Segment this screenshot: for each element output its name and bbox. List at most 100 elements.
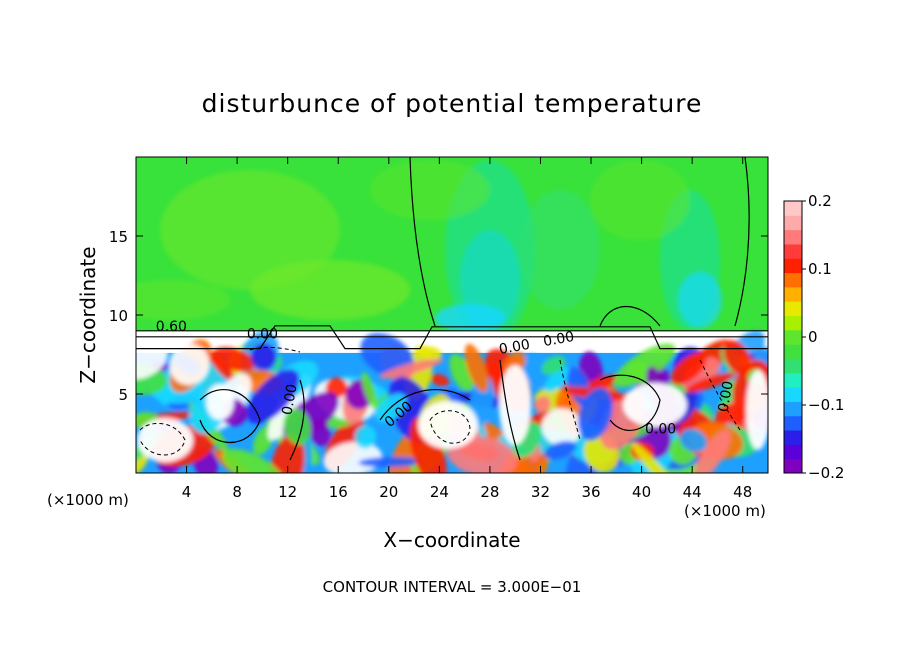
y-tick-label: 10 xyxy=(109,307,128,325)
field-blob xyxy=(541,408,583,446)
field-blob xyxy=(682,357,720,393)
x-tick-label: 12 xyxy=(278,483,297,501)
colorbar-swatch xyxy=(784,201,802,216)
contour-label: 0.00 xyxy=(645,422,676,438)
colorbar-swatch xyxy=(784,229,802,245)
field-blob xyxy=(520,190,600,310)
colorbar-tick-label: −0.1 xyxy=(808,396,844,414)
field-blob xyxy=(354,425,377,449)
contour-line xyxy=(699,359,741,431)
field-blob xyxy=(379,358,444,379)
x-tick-label: 20 xyxy=(379,483,398,501)
colorbar-swatch xyxy=(784,286,802,302)
colorbar-swatch xyxy=(784,401,802,417)
field-blob xyxy=(136,449,149,473)
contour-line xyxy=(136,325,768,350)
contour-line xyxy=(379,389,471,421)
contour-line xyxy=(599,374,661,431)
colorbar-swatch xyxy=(784,372,802,388)
field-blob xyxy=(250,343,277,370)
contour-label: 0.60 xyxy=(156,319,187,335)
colorbar-tick-label: 0.1 xyxy=(808,260,832,278)
field-blob xyxy=(430,373,450,387)
x-tick-label: 4 xyxy=(182,483,192,501)
field-blob xyxy=(499,365,531,445)
upper-blobs xyxy=(136,160,722,340)
field-blob xyxy=(207,351,236,383)
field-blob xyxy=(418,401,478,449)
contour-line xyxy=(409,157,436,327)
field-blob xyxy=(418,346,442,360)
field-blob xyxy=(358,456,423,468)
field-blob xyxy=(136,280,230,320)
field-blob xyxy=(685,372,736,393)
field-blob xyxy=(670,352,707,386)
contour-label: 0.00 xyxy=(498,337,531,358)
contour-label: 0.00 xyxy=(279,383,300,416)
field-blob xyxy=(222,448,285,473)
field-blob xyxy=(160,170,340,290)
contour-line xyxy=(289,379,305,461)
contour-label: 0.00 xyxy=(542,329,575,350)
colorbar-swatch xyxy=(784,387,802,402)
colorbar-tick-label: 0 xyxy=(808,328,818,346)
field-blob xyxy=(679,428,708,453)
contour-lines xyxy=(136,157,768,461)
colorbar-swatch xyxy=(784,358,802,374)
colorbar-swatch xyxy=(784,243,802,259)
field-blob xyxy=(590,160,690,240)
contour-label: 0.00 xyxy=(716,380,737,413)
field-blob xyxy=(136,336,168,380)
x-tick-label: 16 xyxy=(329,483,348,501)
field-blob xyxy=(544,367,571,392)
y-axis-label: Z−coordinate xyxy=(76,246,100,383)
x-tick-label: 40 xyxy=(632,483,651,501)
colorbar-swatch xyxy=(784,444,802,460)
field-blob xyxy=(370,160,490,220)
field-blob xyxy=(678,272,722,328)
field-blob xyxy=(631,441,678,473)
x-tick-label: 32 xyxy=(531,483,550,501)
field-blob xyxy=(169,343,210,386)
field-blob xyxy=(435,304,505,332)
contour-line xyxy=(429,410,471,444)
colorbar-swatch xyxy=(784,344,802,359)
x-tick-label: 24 xyxy=(430,483,449,501)
x-tick-label: 48 xyxy=(733,483,752,501)
colorbar-swatch xyxy=(784,272,802,288)
colorbar-swatch xyxy=(784,258,802,274)
field-blob xyxy=(746,370,768,450)
field-blob xyxy=(361,372,378,410)
x-tick-label: 28 xyxy=(480,483,499,501)
field-blob xyxy=(464,343,489,393)
colorbar-tick-label: −0.2 xyxy=(808,464,844,482)
colorbar-swatch xyxy=(784,458,802,474)
x-tick-label: 8 xyxy=(232,483,242,501)
colorbar-swatch xyxy=(784,315,802,331)
field-blob xyxy=(269,433,305,473)
field-blob xyxy=(246,369,300,424)
field-blob xyxy=(544,440,577,460)
field-blob xyxy=(487,359,507,386)
x-tick-label: 44 xyxy=(683,483,702,501)
field-blob xyxy=(577,387,613,441)
contour-line xyxy=(199,389,261,443)
field-blob xyxy=(447,435,518,473)
y-tick-label: 15 xyxy=(109,228,128,246)
colorbar-swatch xyxy=(784,215,802,231)
chart-title: disturbunce of potential temperature xyxy=(202,89,703,118)
field-blob xyxy=(309,418,331,447)
contour-line xyxy=(599,305,661,327)
field-blob xyxy=(693,429,731,473)
colorbar-tick-label: 0.2 xyxy=(808,192,832,210)
plot-area xyxy=(136,157,768,473)
x-unit-right: (×1000 m) xyxy=(684,502,766,520)
contour-interval-note: CONTOUR INTERVAL = 3.000E−01 xyxy=(323,578,582,596)
contour-line xyxy=(499,359,521,461)
contour-line xyxy=(734,157,750,327)
colorbar-swatch xyxy=(784,301,802,317)
field-blob xyxy=(469,375,494,427)
colorbar-swatch xyxy=(784,430,802,445)
colorbar-swatch xyxy=(784,415,802,431)
